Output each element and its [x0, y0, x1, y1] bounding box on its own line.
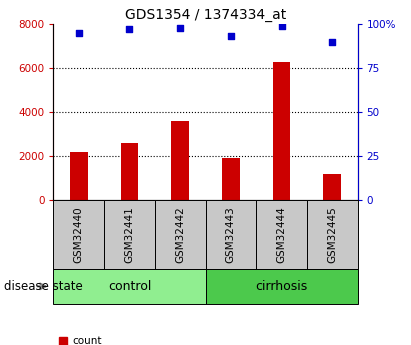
Point: [177, 25, 183, 30]
Text: cirrhosis: cirrhosis: [255, 280, 308, 293]
Bar: [206, 200, 256, 269]
Point: [278, 23, 285, 29]
Text: GSM32441: GSM32441: [125, 206, 134, 263]
Bar: [323, 174, 341, 200]
Text: disease state: disease state: [4, 280, 83, 293]
Point: [228, 34, 234, 39]
Bar: [70, 152, 88, 200]
Bar: [222, 158, 240, 200]
Text: control: control: [108, 280, 151, 293]
Bar: [53, 200, 104, 269]
Point: [126, 27, 133, 32]
Title: GDS1354 / 1374334_at: GDS1354 / 1374334_at: [125, 8, 286, 22]
Bar: [256, 200, 307, 269]
Text: GSM32443: GSM32443: [226, 206, 236, 263]
Bar: [53, 269, 206, 304]
Point: [76, 30, 82, 36]
Text: GSM32445: GSM32445: [327, 206, 337, 263]
Bar: [307, 200, 358, 269]
Legend: count, percentile rank within the sample: count, percentile rank within the sample: [59, 336, 248, 345]
Bar: [120, 143, 139, 200]
Point: [329, 39, 335, 45]
Bar: [206, 269, 358, 304]
Text: GSM32444: GSM32444: [277, 206, 286, 263]
Bar: [171, 121, 189, 200]
Bar: [155, 200, 206, 269]
Text: GSM32440: GSM32440: [74, 206, 84, 263]
Bar: [104, 200, 155, 269]
Text: GSM32442: GSM32442: [175, 206, 185, 263]
Bar: [272, 61, 291, 200]
